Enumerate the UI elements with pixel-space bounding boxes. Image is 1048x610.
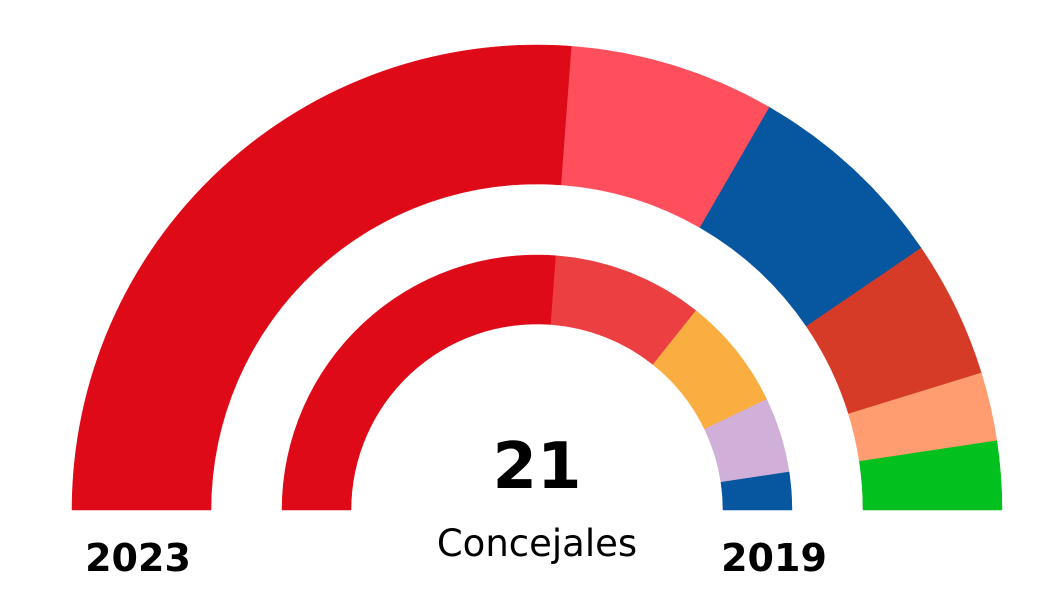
segment-2019-0 — [281, 254, 557, 511]
ring-2023 — [71, 44, 1003, 511]
segment-2019-4 — [720, 471, 793, 511]
year-label-2023: 2023 — [85, 536, 191, 580]
total-seats-value: 21 — [492, 430, 582, 504]
ring-2019 — [281, 254, 793, 511]
total-seats-label: Concejales — [436, 522, 638, 565]
year-label-2019: 2019 — [721, 536, 827, 580]
segment-2023-5 — [859, 440, 1003, 511]
segment-2023-0 — [71, 44, 573, 511]
